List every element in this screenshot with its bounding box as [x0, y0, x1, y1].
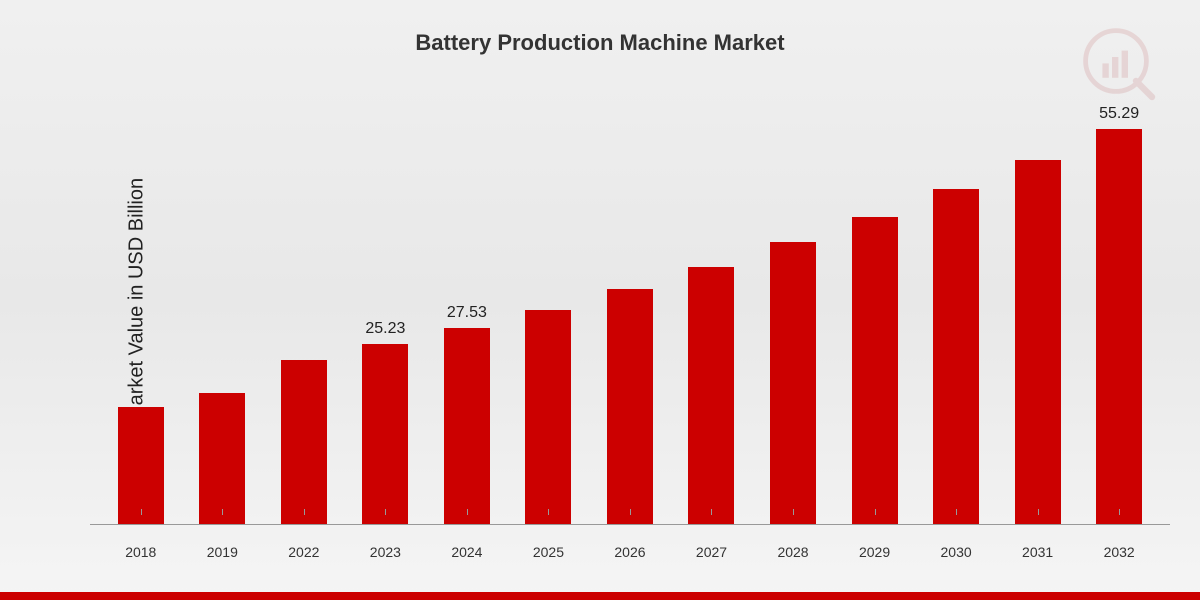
x-tick: 2028: [752, 544, 834, 560]
bar-wrap: [589, 110, 671, 525]
plot-area: 25.23 27.53 55.29: [90, 110, 1170, 525]
bar: [281, 360, 327, 525]
bar: [444, 328, 490, 525]
bar: [933, 189, 979, 525]
bar: [1096, 129, 1142, 525]
bar-value-label: 55.29: [1099, 105, 1139, 123]
x-tick: 2031: [997, 544, 1079, 560]
chart-title: Battery Production Machine Market: [0, 0, 1200, 56]
bar-wrap: [915, 110, 997, 525]
bar: [770, 242, 816, 525]
x-tick: 2022: [263, 544, 345, 560]
x-axis-baseline: [90, 524, 1170, 525]
bar-value-label: 27.53: [447, 304, 487, 322]
x-tick: 2030: [915, 544, 997, 560]
bar-wrap: [263, 110, 345, 525]
bar-wrap: [508, 110, 590, 525]
x-tick: 2025: [508, 544, 590, 560]
watermark-logo: [1080, 25, 1160, 110]
bar-wrap: [182, 110, 264, 525]
bar-wrap: [834, 110, 916, 525]
bar-wrap: 25.23: [345, 110, 427, 525]
bar: [118, 407, 164, 525]
x-axis: 2018201920222023202420252026202720282029…: [90, 544, 1170, 560]
bar-wrap: 27.53: [426, 110, 508, 525]
bar: [852, 217, 898, 525]
bar: [607, 289, 653, 525]
x-tick: 2024: [426, 544, 508, 560]
bar-wrap: 55.29: [1078, 110, 1160, 525]
chart-container: Battery Production Machine Market Market…: [0, 0, 1200, 600]
bar-wrap: [100, 110, 182, 525]
x-tick: 2026: [589, 544, 671, 560]
x-tick: 2023: [345, 544, 427, 560]
bar: [362, 344, 408, 525]
footer-stripe: [0, 592, 1200, 600]
x-tick: 2018: [100, 544, 182, 560]
bar: [199, 393, 245, 525]
bar-value-label: 25.23: [365, 320, 405, 338]
bar-wrap: [997, 110, 1079, 525]
bar: [525, 310, 571, 525]
bar: [1015, 160, 1061, 525]
bar-wrap: [752, 110, 834, 525]
x-tick: 2029: [834, 544, 916, 560]
x-tick: 2027: [671, 544, 753, 560]
bars-container: 25.23 27.53 55.29: [90, 110, 1170, 525]
x-tick: 2019: [182, 544, 264, 560]
x-tick: 2032: [1078, 544, 1160, 560]
bar: [688, 267, 734, 525]
bar-wrap: [671, 110, 753, 525]
